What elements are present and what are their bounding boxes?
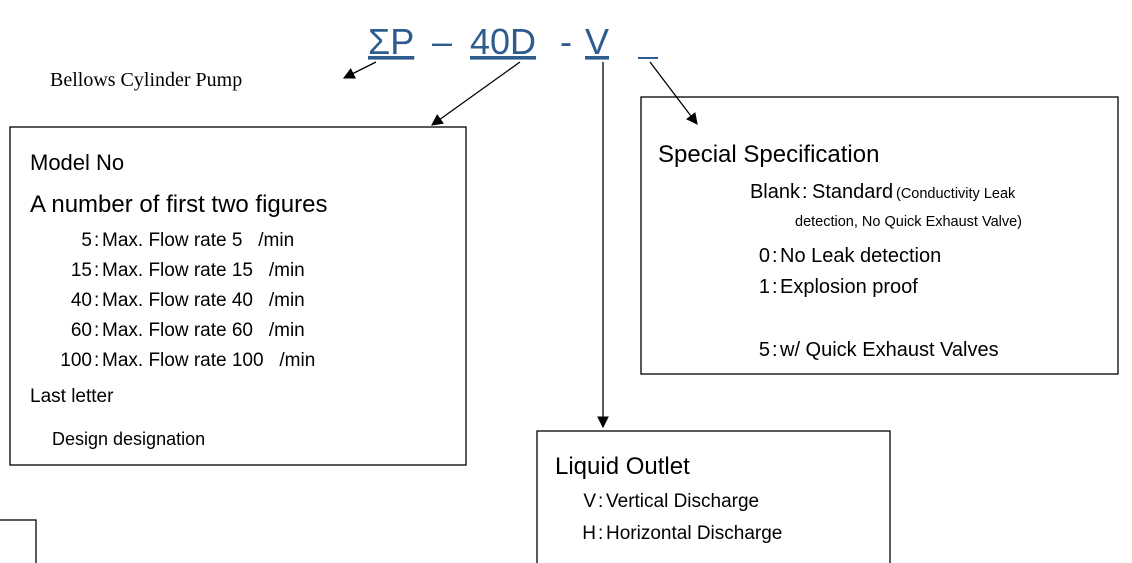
- model-last-desc: Design designation: [52, 429, 205, 449]
- row-sep: :: [772, 339, 778, 361]
- row-desc: Max. Flow rate 100 /min: [102, 350, 315, 371]
- row-sep: :: [772, 245, 778, 267]
- row-code: Blank: [750, 181, 801, 203]
- row-code: H: [582, 523, 596, 544]
- row-sep: :: [772, 276, 778, 298]
- model-box: [9, 126, 467, 466]
- code-part: ΣP: [368, 21, 414, 62]
- row-sep: :: [94, 350, 99, 371]
- special-title: Special Specification: [658, 141, 879, 168]
- row-desc: Max. Flow rate 15 /min: [102, 260, 305, 281]
- model-subtitle: A number of first two figures: [30, 191, 327, 218]
- row-sep: :: [94, 230, 99, 251]
- arrow: [342, 61, 377, 79]
- row-code: V: [583, 491, 596, 512]
- row-desc: Horizontal Discharge: [606, 523, 782, 544]
- row-desc: Explosion proof: [780, 276, 918, 298]
- pump-label: Bellows Cylinder Pump: [50, 69, 242, 91]
- row-desc: Max. Flow rate 40 /min: [102, 290, 305, 311]
- outlet-title: Liquid Outlet: [555, 453, 690, 480]
- row-code: 100: [60, 350, 92, 371]
- code-part: 40D: [470, 21, 536, 62]
- code-separator: -: [560, 21, 572, 62]
- arrow: [649, 61, 698, 125]
- row-code: 5: [759, 339, 770, 361]
- special-box: [640, 96, 1119, 375]
- row-code: 5: [81, 230, 92, 251]
- row-sep: :: [94, 320, 99, 341]
- row-sep: :: [598, 523, 603, 544]
- row-desc: Vertical Discharge: [606, 491, 759, 512]
- row-desc: No Leak detection: [780, 245, 941, 267]
- row-desc: Max. Flow rate 5 /min: [102, 230, 294, 251]
- row-code: 1: [759, 276, 770, 298]
- row-code: 0: [759, 245, 770, 267]
- code-separator: –: [432, 21, 452, 62]
- row-desc: Max. Flow rate 60 /min: [102, 320, 305, 341]
- row-code: 40: [71, 290, 92, 311]
- model-title: Model No: [30, 150, 124, 175]
- arrow: [431, 61, 521, 126]
- row-sep: :: [94, 260, 99, 281]
- row-sep: :: [598, 491, 603, 512]
- row-sep: :: [802, 181, 808, 203]
- code-part: V: [585, 21, 609, 62]
- corner-box: [0, 519, 37, 563]
- row-code: 60: [71, 320, 92, 341]
- row-desc: Standard: [812, 181, 893, 203]
- row-desc: w/ Quick Exhaust Valves: [779, 339, 999, 361]
- outlet-box: [536, 430, 891, 563]
- model-last-title: Last letter: [30, 386, 114, 407]
- row-code: 15: [71, 260, 92, 281]
- row-sep: :: [94, 290, 99, 311]
- row-note: detection, No Quick Exhaust Valve): [795, 214, 1022, 230]
- row-note: (Conductivity Leak: [896, 186, 1016, 202]
